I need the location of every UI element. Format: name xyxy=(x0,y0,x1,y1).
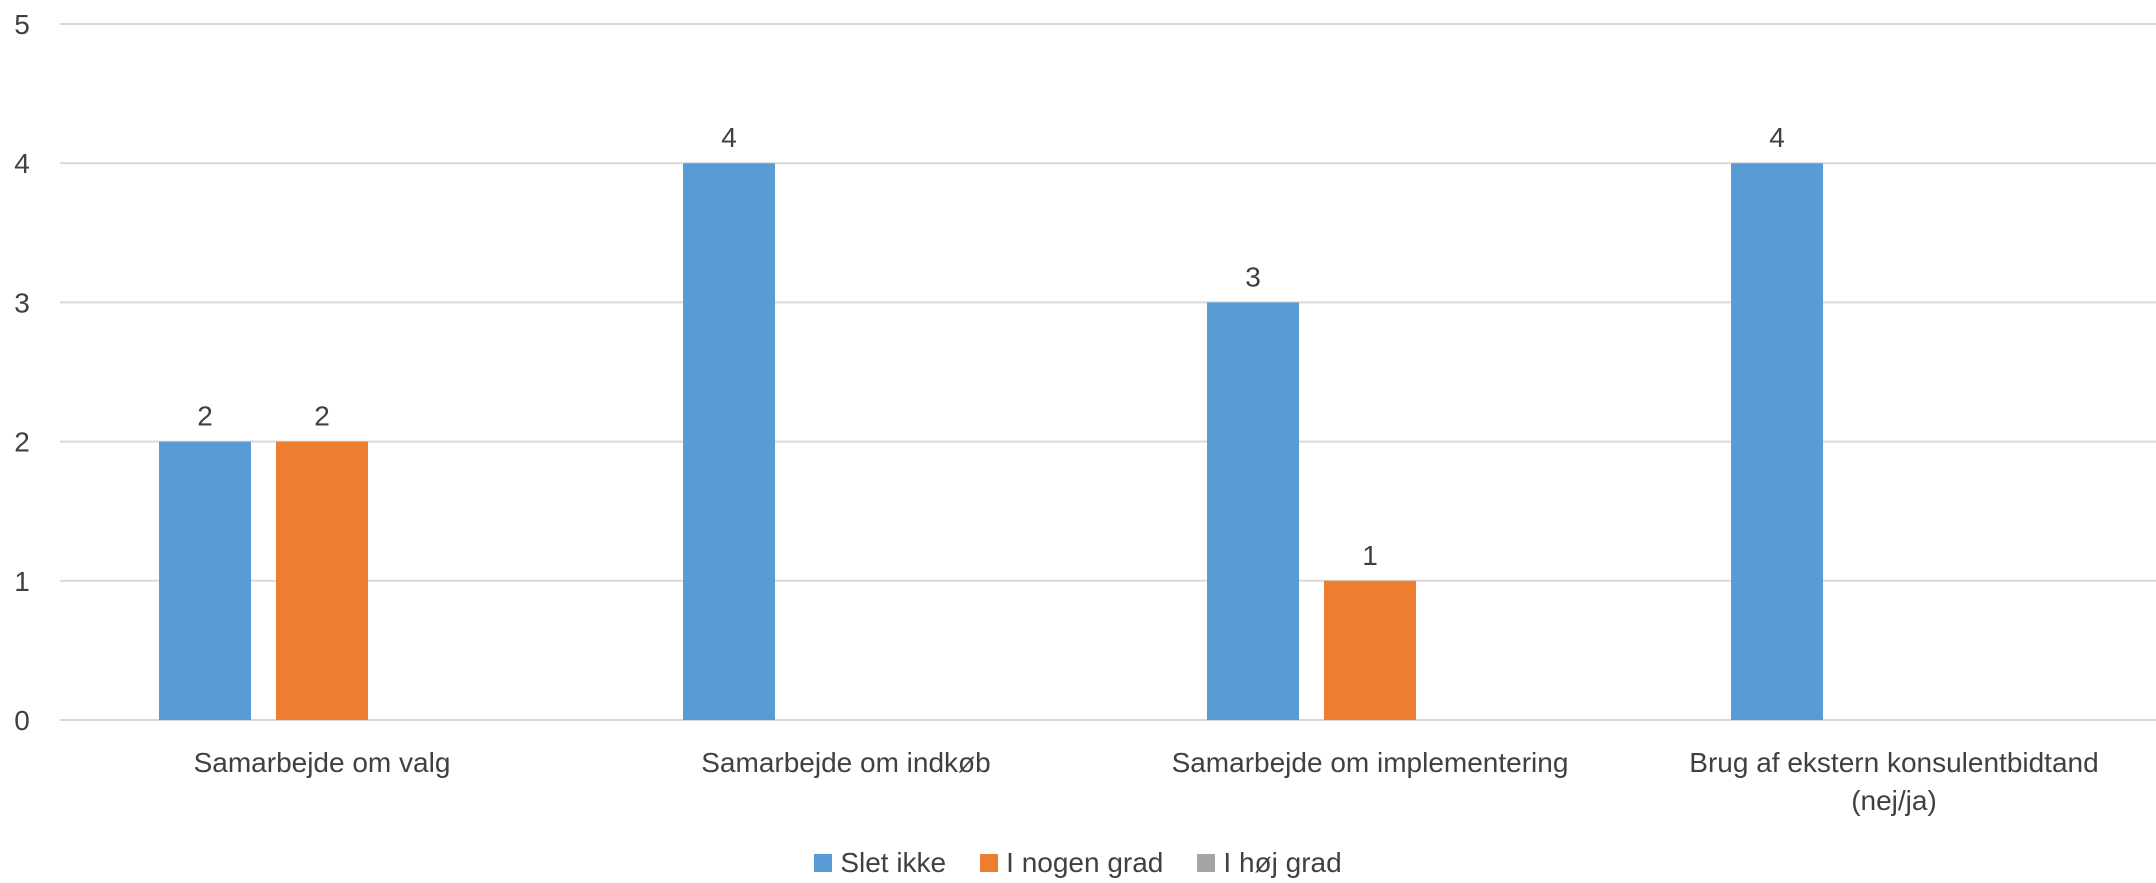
legend-label: Slet ikke xyxy=(840,847,947,878)
y-tick-label: 5 xyxy=(14,9,30,40)
bar xyxy=(1324,580,1416,720)
legend-item: I høj grad xyxy=(1197,847,1342,879)
legend-item: I nogen grad xyxy=(980,847,1163,879)
x-category-label: Samarbejde om valg xyxy=(194,747,451,778)
data-label: 4 xyxy=(1769,122,1785,153)
data-label: 4 xyxy=(721,122,737,153)
legend-swatch xyxy=(1197,854,1216,872)
x-category-label: Samarbejde om implementering xyxy=(1172,747,1569,778)
gridlines xyxy=(60,23,2156,721)
legend-swatch xyxy=(814,854,833,872)
y-tick-label: 4 xyxy=(14,148,30,179)
x-axis-category-labels: Samarbejde om valg Samarbejde om indkøb Sa… xyxy=(194,747,2099,816)
legend-label: I høj grad xyxy=(1223,847,1342,878)
y-axis-tick-labels: 0 1 2 3 4 5 xyxy=(14,9,30,736)
x-category-label: Brug af ekstern konsulentbidtand xyxy=(1689,747,2098,778)
bar xyxy=(1207,302,1299,720)
legend-item: Slet ikke xyxy=(814,847,946,879)
y-tick-label: 3 xyxy=(14,287,30,318)
bar xyxy=(159,441,251,720)
legend: Slet ikke I nogen grad I høj grad xyxy=(0,845,2156,881)
data-label: 1 xyxy=(1362,540,1378,571)
data-label: 3 xyxy=(1245,261,1261,292)
x-category-label: Samarbejde om indkøb xyxy=(701,747,990,778)
y-tick-label: 1 xyxy=(14,566,30,597)
bars xyxy=(159,163,1823,720)
legend-label: I nogen grad xyxy=(1006,847,1164,878)
y-tick-label: 0 xyxy=(14,705,30,736)
bar xyxy=(1731,163,1823,720)
data-label: 2 xyxy=(314,401,330,432)
data-labels: 2 2 4 3 1 4 xyxy=(197,122,1785,571)
bar xyxy=(276,441,368,720)
legend-swatch xyxy=(980,854,999,872)
y-tick-label: 2 xyxy=(14,427,30,458)
x-category-label: (nej/ja) xyxy=(1851,785,1937,816)
data-label: 2 xyxy=(197,401,213,432)
bar xyxy=(683,163,775,720)
